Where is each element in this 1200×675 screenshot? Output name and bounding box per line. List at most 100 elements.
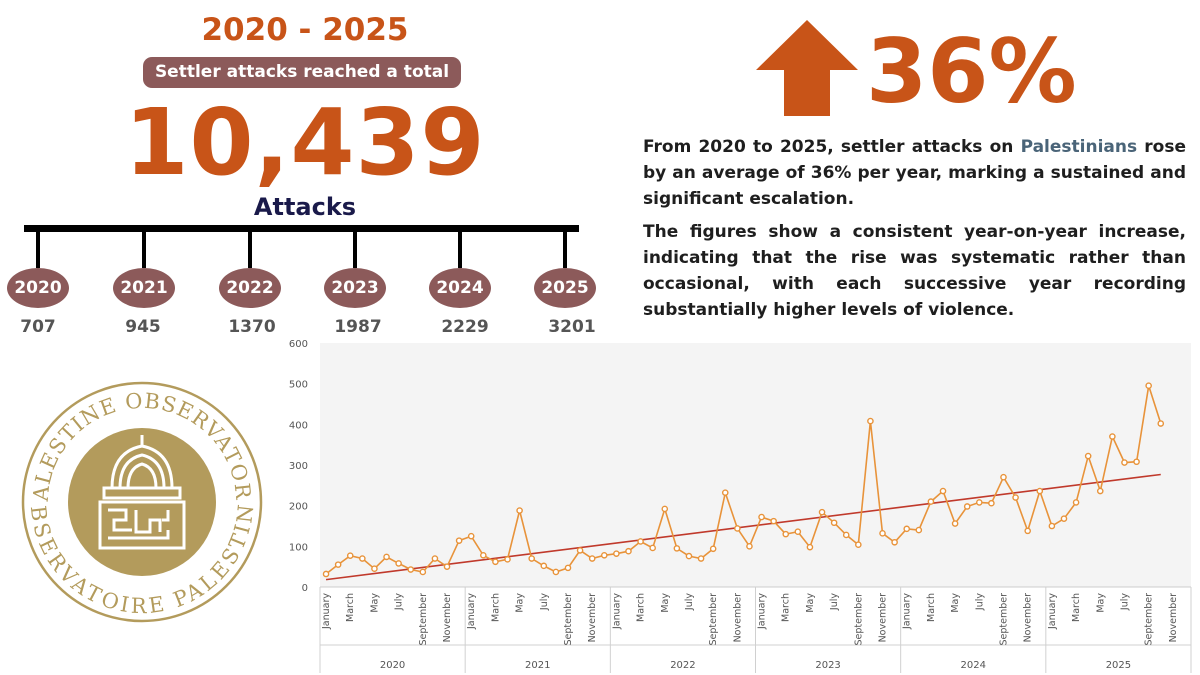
data-point — [734, 525, 741, 532]
data-point — [1133, 458, 1140, 466]
month-tick-label: September — [418, 593, 429, 646]
data-point — [395, 560, 402, 567]
data-point — [407, 566, 415, 573]
data-point — [758, 513, 765, 521]
timeline-year-2021: 2021 — [113, 268, 175, 308]
month-tick-label: September — [708, 593, 719, 646]
data-point — [625, 547, 632, 555]
data-point — [673, 545, 681, 552]
month-tick-label: March — [926, 593, 937, 622]
month-tick-label: July — [539, 593, 550, 611]
data-point — [988, 499, 995, 507]
timeline-stem — [36, 230, 40, 268]
description-text: From 2020 to 2025, settler attacks on — [643, 137, 1021, 157]
data-point — [830, 519, 838, 527]
plot-area — [320, 343, 1191, 587]
data-point — [504, 556, 511, 563]
timeline-value-2025: 3201 — [548, 317, 596, 337]
attacks-unit-label: Attacks — [253, 193, 357, 221]
data-point — [661, 505, 669, 513]
month-tick-label: March — [490, 593, 501, 622]
years-range-heading: 2020 - 2025 — [201, 12, 409, 48]
palestine-observatory-logo: PALESTINE OBSERVATORY OBSERVATOIRE PALES… — [20, 380, 263, 623]
timeline-value-2021: 945 — [125, 317, 161, 337]
year-label: 2022 — [670, 660, 695, 671]
month-tick-label: July — [1119, 593, 1130, 611]
month-tick-label: May — [369, 593, 380, 613]
data-point — [685, 552, 693, 560]
data-point — [359, 555, 366, 562]
data-point — [879, 530, 886, 537]
data-point — [346, 552, 354, 559]
data-point — [576, 547, 584, 554]
timeline-stem — [458, 230, 462, 268]
data-point — [818, 508, 826, 516]
data-point — [637, 538, 644, 545]
data-point — [1024, 527, 1031, 535]
data-point — [867, 417, 874, 425]
data-point — [419, 568, 427, 576]
month-tick-label: January — [757, 593, 768, 630]
year-label: 2021 — [525, 660, 550, 671]
timeline-stem — [353, 230, 357, 268]
month-tick-label: May — [660, 593, 671, 613]
year-label: 2023 — [815, 660, 840, 671]
data-point — [564, 564, 572, 572]
data-point — [975, 499, 983, 506]
data-point — [334, 561, 342, 568]
data-point — [903, 525, 911, 533]
month-tick-label: May — [805, 593, 816, 613]
month-tick-label: January — [1047, 593, 1058, 630]
data-point — [1096, 487, 1104, 495]
data-point — [516, 507, 523, 514]
data-point — [455, 537, 463, 544]
data-point — [431, 555, 439, 562]
percent-increase: 36% — [866, 20, 1077, 123]
total-attacks-number: 10,439 — [124, 89, 486, 196]
data-point — [1157, 420, 1165, 427]
data-point — [770, 517, 777, 525]
timeline-value-2023: 1987 — [334, 317, 382, 337]
month-tick-label: May — [950, 593, 961, 613]
data-point — [1012, 494, 1019, 501]
data-point — [383, 553, 390, 561]
month-tick-label: May — [1095, 593, 1106, 613]
month-tick-label: March — [781, 593, 792, 622]
month-tick-label: January — [611, 593, 622, 630]
month-tick-label: January — [321, 593, 332, 630]
month-tick-label: July — [684, 593, 695, 611]
year-label: 2025 — [1106, 660, 1131, 671]
trend-line — [325, 473, 1161, 581]
month-tick-label: November — [587, 593, 598, 643]
data-point — [794, 528, 802, 535]
data-point — [855, 541, 862, 549]
description-text: rose by an average of 36% per year, mark… — [643, 137, 1186, 209]
data-point — [443, 563, 451, 570]
description-paragraph-2: The figures show a consistent year-on-ye… — [643, 222, 1186, 320]
timeline-year-2022: 2022 — [219, 268, 281, 308]
timeline-year-2025: 2025 — [534, 268, 596, 308]
data-point — [746, 543, 753, 550]
y-tick-label: 100 — [289, 542, 308, 553]
description-highlight: Palestinians — [1020, 137, 1138, 157]
month-tick-label: September — [998, 593, 1009, 646]
data-point — [371, 565, 378, 572]
timeline-year-2023: 2023 — [324, 268, 386, 308]
data-point — [1145, 382, 1152, 390]
data-point — [806, 543, 814, 551]
timeline-stem — [563, 230, 567, 268]
data-point — [782, 530, 790, 538]
timeline-year-2020: 2020 — [7, 268, 69, 308]
data-point — [1036, 487, 1044, 495]
month-tick-label: November — [1168, 593, 1179, 643]
data-point — [1072, 499, 1080, 506]
timeline-stem — [142, 230, 146, 268]
data-point — [891, 538, 898, 546]
month-tick-label: September — [853, 593, 864, 646]
month-tick-label: March — [1071, 593, 1082, 622]
data-point — [1084, 452, 1092, 460]
timeline-value-2020: 707 — [20, 317, 56, 337]
timeline-bar — [24, 225, 579, 232]
data-point — [588, 555, 596, 562]
y-tick-label: 500 — [289, 380, 308, 391]
